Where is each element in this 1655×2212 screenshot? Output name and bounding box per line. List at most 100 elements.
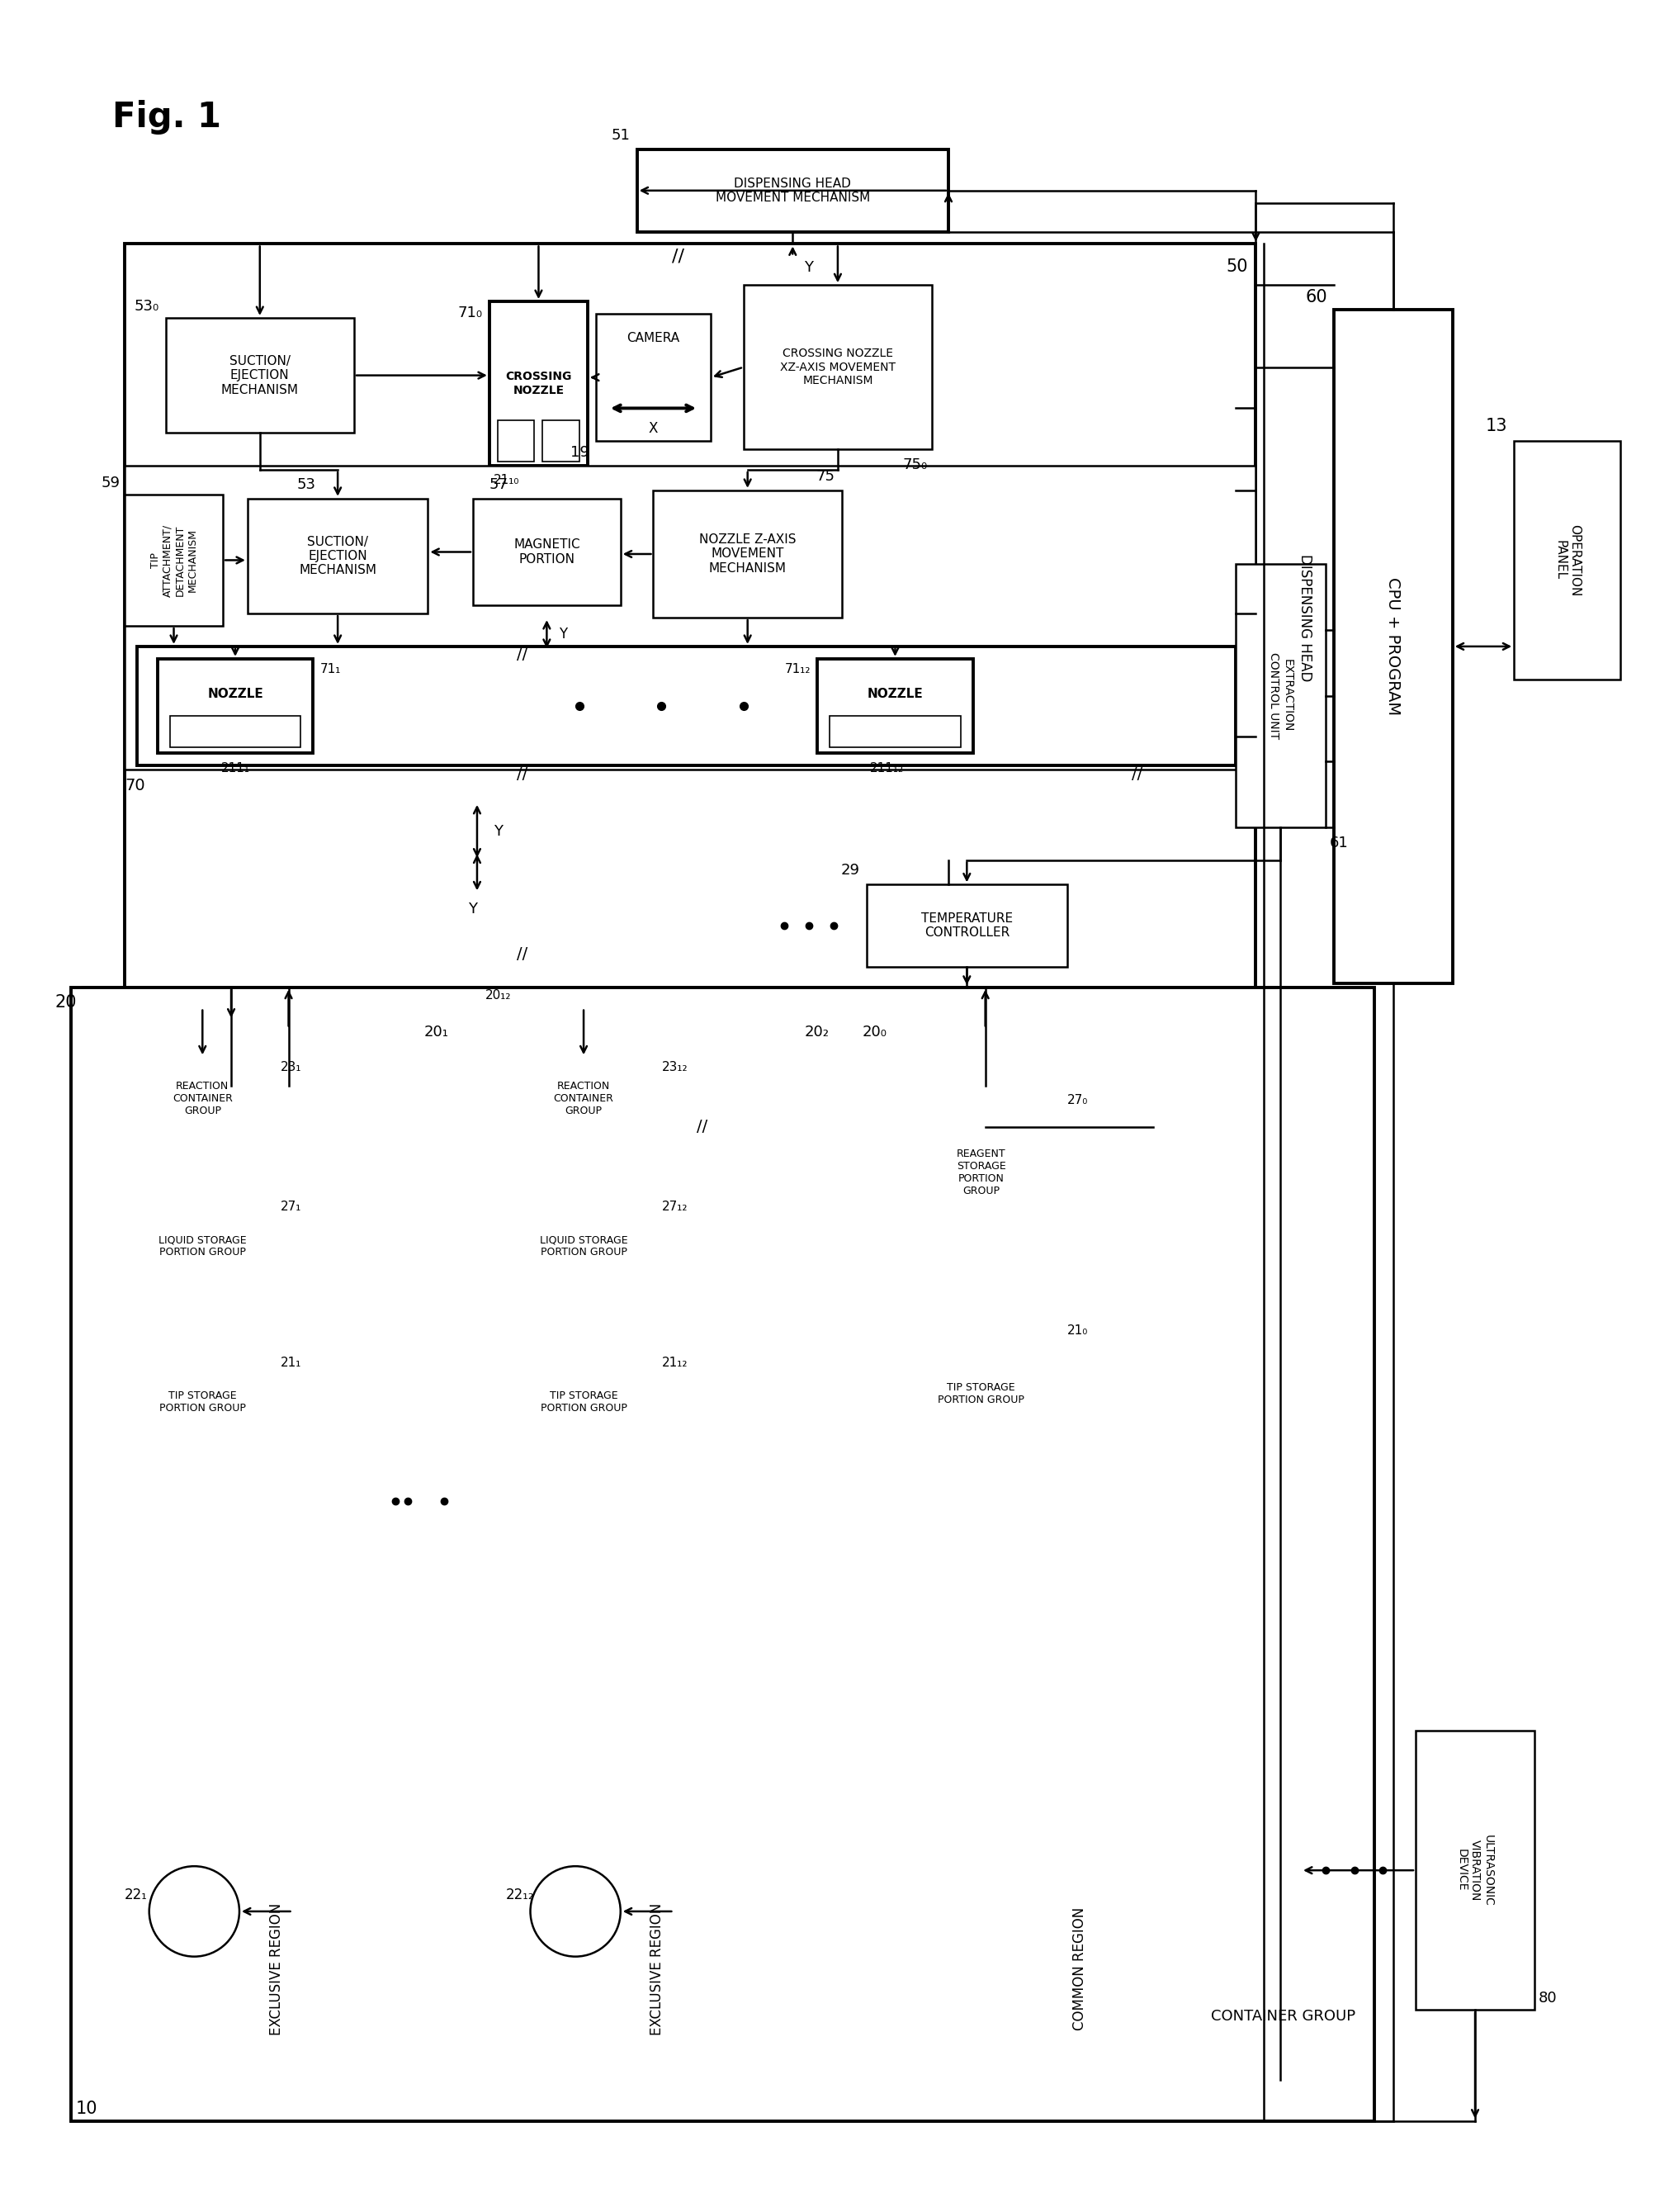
Text: LIQUID STORAGE
PORTION GROUP: LIQUID STORAGE PORTION GROUP [540,1234,627,1259]
Text: Y: Y [468,902,477,916]
Text: //: // [516,646,528,661]
Text: 21₀: 21₀ [1067,1325,1087,1336]
Text: COMMON REGION: COMMON REGION [1071,1907,1086,2031]
Text: 20₁₂: 20₁₂ [485,989,511,1002]
Bar [829,717,960,748]
Text: NOZZLE: NOZZLE [207,688,263,699]
Text: 23₁₂: 23₁₂ [662,1062,687,1073]
Text: 20₂: 20₂ [804,1024,829,1040]
Text: //: // [516,947,528,962]
Bar [637,150,948,232]
Text: Y: Y [559,626,568,641]
Bar [1415,1730,1534,2011]
Text: //: // [1130,765,1142,781]
Text: 22₁₂: 22₁₂ [505,1887,535,1902]
Text: TIP STORAGE
PORTION GROUP: TIP STORAGE PORTION GROUP [937,1382,1024,1405]
Text: 20₀: 20₀ [862,1024,887,1040]
Bar [510,1197,657,1296]
Text: NOZZLE: NOZZLE [867,688,922,699]
Text: ULTRASONIC
VIBRATION
DEVICE: ULTRASONIC VIBRATION DEVICE [1455,1834,1493,1907]
Text: //: // [516,765,528,781]
Text: TEMPERATURE
CONTROLLER: TEMPERATURE CONTROLLER [920,911,1013,940]
Text: OPERATION
PANEL: OPERATION PANEL [1552,524,1581,597]
Bar [169,717,301,748]
Text: 50: 50 [1225,259,1246,274]
Text: 59: 59 [101,476,121,491]
Text: //: // [672,248,684,265]
Bar [137,646,1235,765]
Bar [473,498,621,606]
Bar [490,301,588,467]
Bar [596,314,710,440]
Text: 71₀: 71₀ [458,305,483,321]
Text: 27₀: 27₀ [1067,1095,1087,1106]
Text: CONTAINER GROUP: CONTAINER GROUP [1211,2008,1355,2024]
Bar [482,1009,832,1993]
Bar [129,1057,276,1139]
Text: Y: Y [493,823,503,838]
Bar [124,243,1254,1086]
Text: 53: 53 [296,478,316,491]
Bar [1332,310,1451,982]
Text: REACTION
CONTAINER
GROUP: REACTION CONTAINER GROUP [172,1079,232,1115]
Text: MAGNETIC
PORTION: MAGNETIC PORTION [513,538,579,566]
Text: 51: 51 [611,128,631,144]
Bar [899,1091,1063,1254]
Text: 60: 60 [1304,290,1326,305]
Text: REACTION
CONTAINER
GROUP: REACTION CONTAINER GROUP [553,1079,614,1115]
Bar [124,467,1254,770]
Text: DISPENSING HEAD
MOVEMENT MECHANISM: DISPENSING HEAD MOVEMENT MECHANISM [715,177,869,204]
Text: Y: Y [804,261,813,274]
Text: 61: 61 [1329,836,1347,849]
Text: EXTRACTION
CONTROL UNIT: EXTRACTION CONTROL UNIT [1268,653,1293,739]
Text: 13: 13 [1485,418,1506,434]
Text: NOZZLE Z-AXIS
MOVEMENT
MECHANISM: NOZZLE Z-AXIS MOVEMENT MECHANISM [698,533,796,575]
Text: 75: 75 [816,469,834,484]
Text: X: X [649,420,657,436]
Text: //: // [697,1119,708,1135]
Bar [857,1009,1301,1993]
Text: CROSSING
NOZZLE: CROSSING NOZZLE [505,372,571,396]
Bar [879,1029,1279,1964]
Bar [543,420,579,462]
Text: 27₁: 27₁ [280,1201,301,1212]
Text: 75₀: 75₀ [902,458,927,473]
Text: Fig. 1: Fig. 1 [113,100,222,135]
Text: SUCTION/
EJECTION
MECHANISM: SUCTION/ EJECTION MECHANISM [220,354,298,396]
Text: 71₁: 71₁ [319,664,341,675]
Bar [510,1354,657,1451]
Text: REAGENT
STORAGE
PORTION
GROUP: REAGENT STORAGE PORTION GROUP [957,1148,1005,1197]
Bar [157,659,313,754]
Text: CPU + PROGRAM: CPU + PROGRAM [1385,577,1400,714]
Text: 23₁: 23₁ [280,1062,301,1073]
Text: TIP STORAGE
PORTION GROUP: TIP STORAGE PORTION GROUP [540,1391,627,1413]
Bar [654,491,841,617]
Bar [166,319,354,434]
Text: 21₁₂: 21₁₂ [662,1356,687,1369]
Text: 20: 20 [55,993,78,1011]
Text: CAMERA: CAMERA [627,332,680,345]
Text: 211₁₂: 211₁₂ [869,761,904,774]
Text: CROSSING NOZZLE
XZ-AXIS MOVEMENT
MECHANISM: CROSSING NOZZLE XZ-AXIS MOVEMENT MECHANI… [780,347,895,387]
Bar [818,659,973,754]
Text: 21₁: 21₁ [280,1356,301,1369]
Bar [1513,440,1620,679]
Bar [124,495,223,626]
Text: 71₁₂: 71₁₂ [784,664,811,675]
Text: 20₁: 20₁ [424,1024,449,1040]
Text: 29: 29 [841,863,859,878]
Text: 19: 19 [571,445,589,460]
Text: DISPENSING HEAD: DISPENSING HEAD [1298,553,1312,681]
Text: 22₁: 22₁ [124,1887,147,1902]
Bar [899,1321,1063,1469]
Bar [496,420,535,462]
Text: 10: 10 [76,2099,98,2117]
Text: SUCTION/
EJECTION
MECHANISM: SUCTION/ EJECTION MECHANISM [300,535,376,577]
Bar [129,1197,276,1296]
Text: 27₁₂: 27₁₂ [662,1201,687,1212]
Text: 211₁: 211₁ [220,761,250,774]
Text: 21₁₀: 21₁₀ [493,473,520,487]
Bar [866,885,1067,967]
Bar [99,1009,452,1993]
Bar [129,1354,276,1451]
